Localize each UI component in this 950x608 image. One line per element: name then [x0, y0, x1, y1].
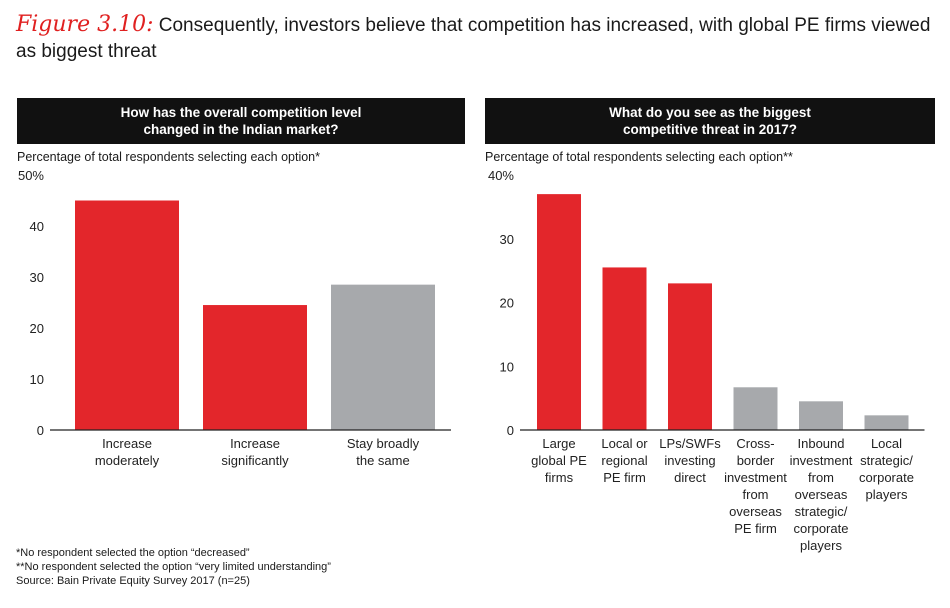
- right-category-label: LPs/SWFs: [659, 436, 721, 451]
- left-category-label: Increase: [102, 436, 152, 451]
- right-category-label: border: [737, 453, 775, 468]
- left-ytick-label: 50%: [18, 168, 44, 183]
- left-category-label: the same: [356, 453, 409, 468]
- right-ytick-label: 10: [500, 359, 514, 374]
- left-chart-header: How has the overall competition level ch…: [17, 98, 465, 144]
- right-bar: [537, 194, 581, 430]
- source-note: Source: Bain Private Equity Survey 2017 …: [16, 575, 250, 587]
- right-category-label: Inbound: [798, 436, 845, 451]
- right-category-label: players: [800, 538, 842, 553]
- right-category-label: from: [743, 487, 769, 502]
- right-category-label: investment: [790, 453, 853, 468]
- right-bar: [799, 401, 843, 430]
- left-category-label: Stay broadly: [347, 436, 420, 451]
- right-category-label: Local or: [601, 436, 648, 451]
- right-ytick-label: 30: [500, 232, 514, 247]
- left-category-label: Increase: [230, 436, 280, 451]
- right-category-label: direct: [674, 470, 706, 485]
- right-ytick-label: 0: [507, 423, 514, 438]
- left-chart-header-text: How has the overall competition level ch…: [120, 105, 362, 137]
- figure-title: Figure 3.10: Consequently, investors bel…: [16, 12, 936, 65]
- right-category-label: overseas: [795, 487, 848, 502]
- right-category-label: investing: [664, 453, 715, 468]
- left-category-label: moderately: [95, 453, 160, 468]
- left-bar: [331, 284, 435, 430]
- left-category-label: significantly: [221, 453, 289, 468]
- left-ytick-label: 40: [30, 219, 44, 234]
- right-category-label: investment: [724, 470, 787, 485]
- right-category-label: global PE: [531, 453, 587, 468]
- right-category-label: overseas: [729, 504, 782, 519]
- right-category-label: corporate: [859, 470, 914, 485]
- right-ytick-label: 20: [500, 296, 514, 311]
- left-chart-subtitle: Percentage of total respondents selectin…: [17, 150, 320, 164]
- left-ytick-label: 30: [30, 270, 44, 285]
- right-category-label: Local: [871, 436, 902, 451]
- right-ytick-label: 40%: [488, 168, 514, 183]
- right-category-label: PE firm: [734, 521, 777, 536]
- right-chart-header: What do you see as the biggest competiti…: [485, 98, 935, 144]
- right-chart-header-text: What do you see as the biggest competiti…: [609, 105, 811, 137]
- left-bar: [203, 305, 307, 430]
- right-category-label: players: [866, 487, 908, 502]
- left-bar: [75, 200, 179, 430]
- right-category-label: strategic/: [860, 453, 913, 468]
- right-category-label: corporate: [794, 521, 849, 536]
- right-category-label: from: [808, 470, 834, 485]
- right-bar: [733, 387, 778, 430]
- figure-label: Figure 3.10:: [16, 12, 154, 37]
- right-chart-subtitle: Percentage of total respondents selectin…: [485, 150, 793, 164]
- right-category-label: firms: [545, 470, 574, 485]
- right-bar: [864, 415, 909, 430]
- right-category-label: Cross-: [736, 436, 774, 451]
- left-ytick-label: 20: [30, 321, 44, 336]
- right-bar: [668, 283, 712, 430]
- footnote-2: **No respondent selected the option “ver…: [16, 561, 331, 573]
- footnotes: *No respondent selected the option “decr…: [16, 546, 331, 588]
- right-category-label: Large: [542, 436, 575, 451]
- figure-title-text: Consequently, investors believe that com…: [16, 15, 931, 62]
- footnote-1: *No respondent selected the option “decr…: [16, 547, 250, 559]
- left-ytick-label: 0: [37, 423, 44, 438]
- right-category-label: regional: [601, 453, 647, 468]
- right-category-label: strategic/: [795, 504, 848, 519]
- right-category-label: PE firm: [603, 470, 646, 485]
- right-bar: [602, 267, 647, 430]
- left-ytick-label: 10: [30, 372, 44, 387]
